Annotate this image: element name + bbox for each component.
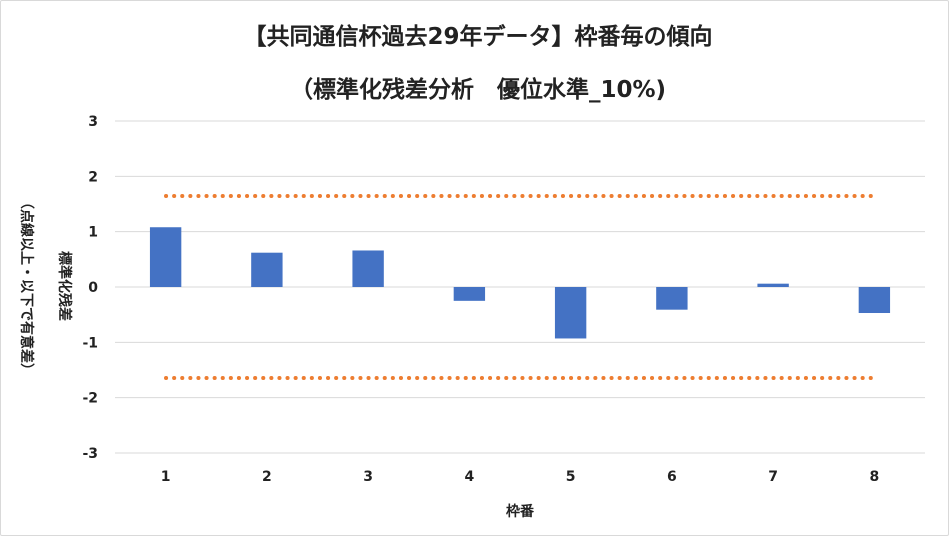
y-tick-label: -2 [82, 391, 98, 407]
y-tick-label: 3 [88, 114, 98, 130]
bar-2 [251, 252, 283, 287]
bar-8 [858, 287, 891, 314]
chart-title-line1: 【共同通信杯過去29年データ】枠番毎の傾向 [243, 23, 712, 50]
bar-1 [149, 227, 182, 287]
x-tick-label: 1 [161, 469, 171, 485]
bar-6 [656, 287, 688, 310]
bar-3 [352, 250, 384, 287]
x-tick-label: 5 [566, 469, 576, 485]
y-axis-title: 標準化残差 [56, 251, 73, 321]
y-axis-note: （点線以上・以下で有意差） [18, 195, 35, 377]
y-tick-label: 2 [88, 169, 98, 185]
bar-5 [554, 287, 587, 339]
threshold-lines [164, 193, 876, 381]
y-tick-label: 1 [88, 225, 98, 241]
x-tick-label: 6 [667, 469, 677, 485]
x-tick-label: 2 [262, 469, 272, 485]
bars [149, 227, 891, 339]
x-tick-label: 7 [768, 469, 778, 485]
bar-4 [453, 287, 486, 301]
x-tick-label: 4 [465, 469, 475, 485]
y-tick-label: -1 [82, 335, 98, 351]
bar-7 [757, 283, 789, 287]
x-tick-label: 3 [363, 469, 373, 485]
x-axis-title: 枠番 [506, 503, 535, 520]
y-tick-label: 0 [88, 280, 98, 296]
y-tick-labels: 3 2 1 0 -1 -2 -3 [82, 114, 98, 462]
gridlines [115, 120, 925, 454]
x-tick-label: 8 [870, 469, 880, 485]
x-tick-labels: 1 2 3 4 5 6 7 8 [161, 469, 880, 485]
chart-title-line2: （標準化残差分析 優位水準_10%) [290, 76, 666, 103]
y-tick-label: -3 [82, 446, 98, 462]
